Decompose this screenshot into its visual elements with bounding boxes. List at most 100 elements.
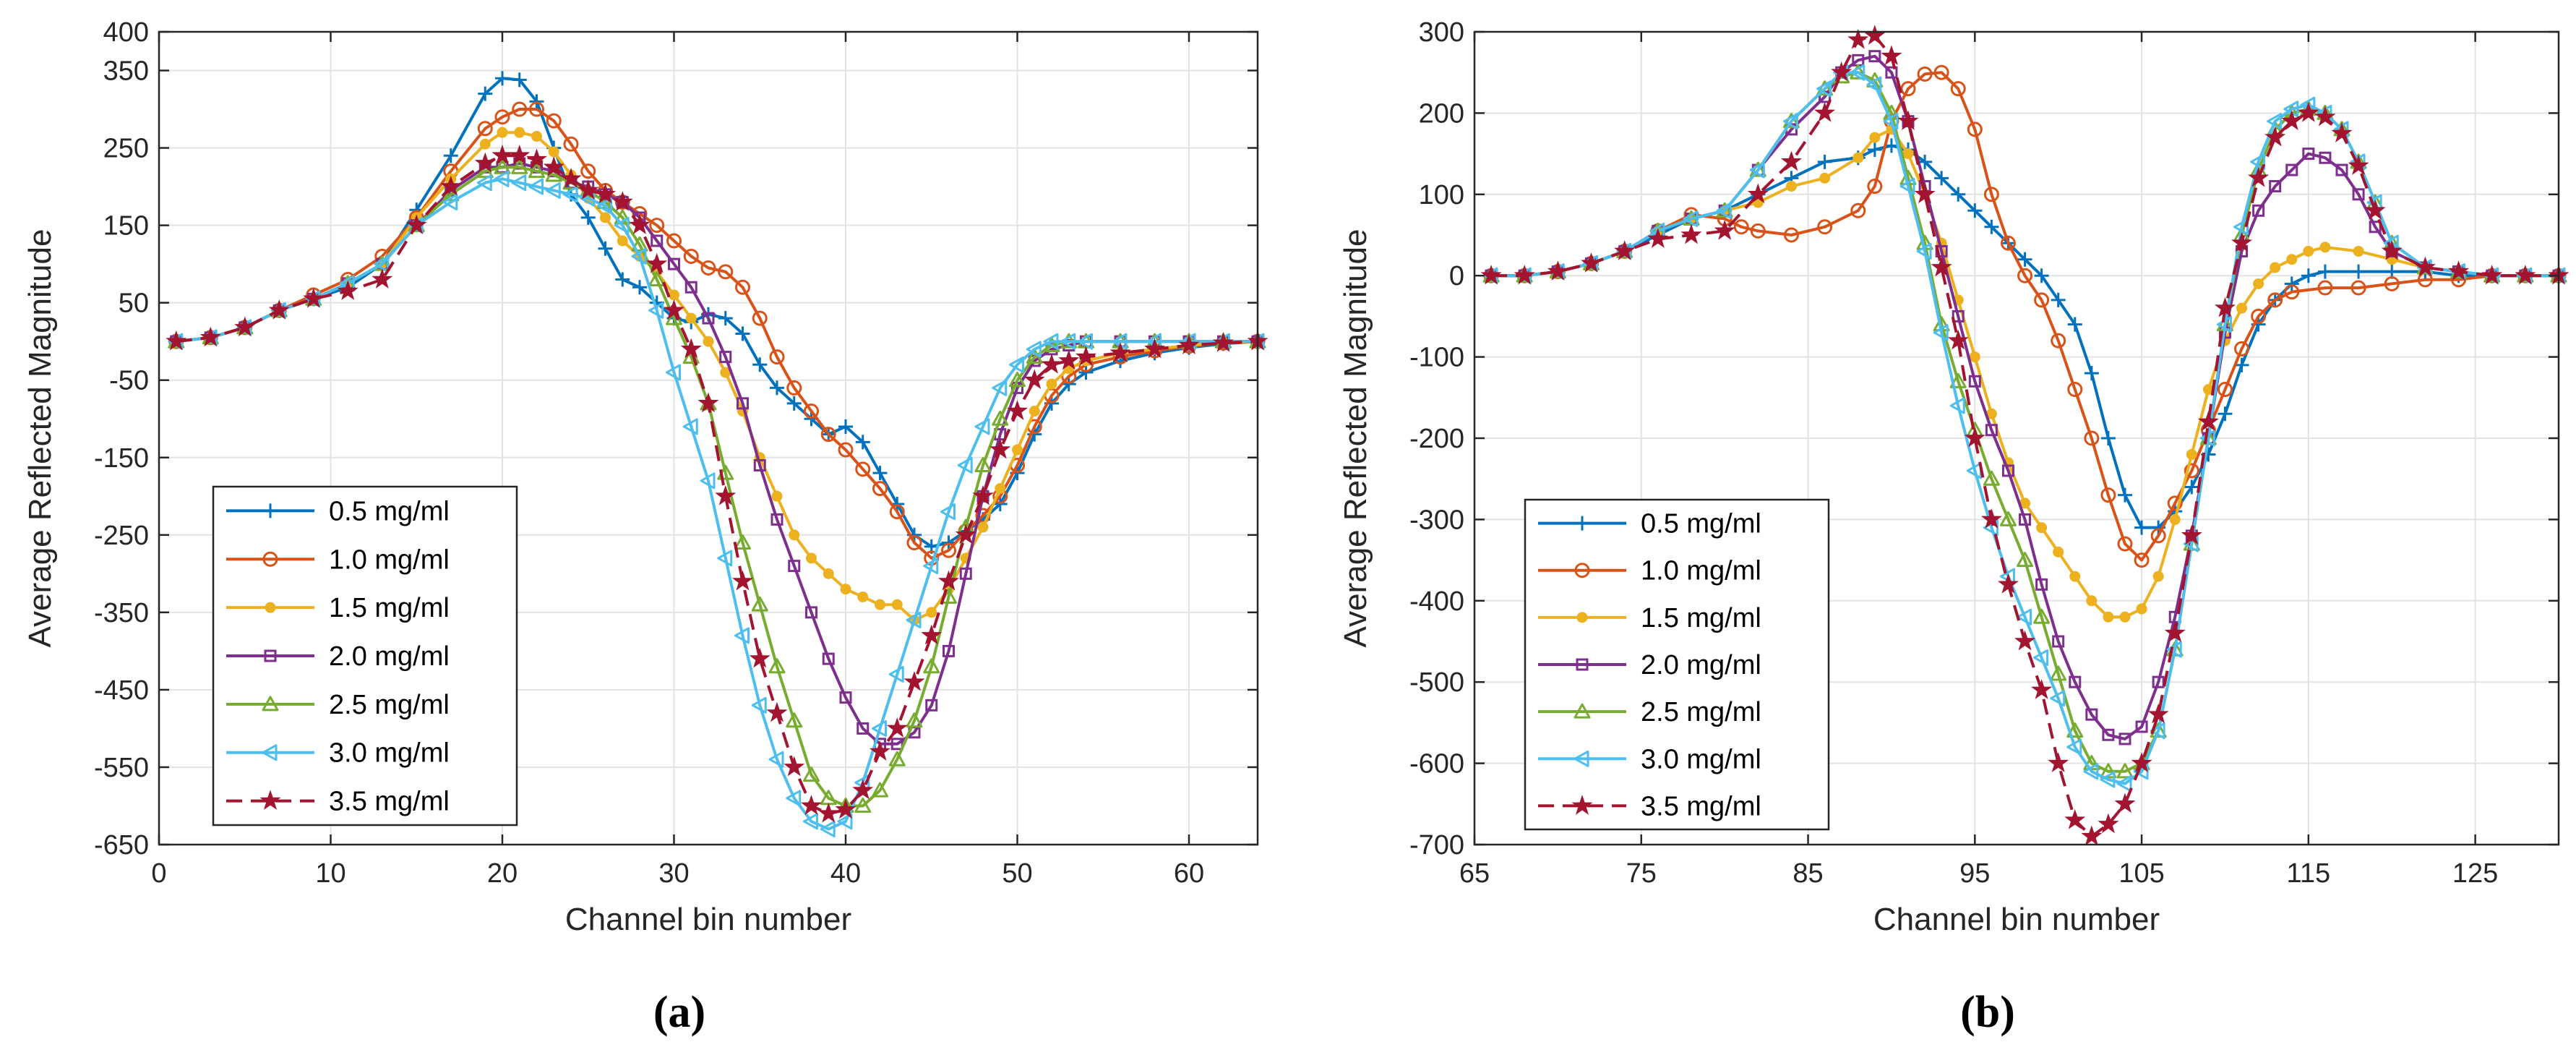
data-point <box>786 380 802 396</box>
data-point <box>2281 110 2303 131</box>
data-point <box>2352 188 2365 201</box>
data-point <box>804 403 819 419</box>
panel-label: (b) <box>1960 988 2015 1037</box>
data-point <box>1852 152 1864 163</box>
data-point <box>943 644 955 657</box>
data-point <box>563 136 579 152</box>
data-point <box>2233 218 2249 236</box>
data-point <box>2164 622 2186 643</box>
x-tick-label: 0 <box>151 858 166 889</box>
data-point <box>2050 690 2066 707</box>
y-tick-label: -250 <box>94 521 149 551</box>
data-point <box>2084 430 2100 446</box>
data-point <box>1714 220 1735 240</box>
data-point <box>731 570 754 591</box>
legend-marker <box>265 602 276 613</box>
data-point <box>749 647 770 668</box>
data-point <box>2135 720 2148 733</box>
data-point <box>1983 187 1999 202</box>
data-point <box>528 178 544 195</box>
data-point <box>735 279 750 295</box>
data-point <box>700 260 716 276</box>
data-point <box>1850 64 1866 81</box>
data-point <box>1831 61 1852 82</box>
data-point <box>822 652 835 665</box>
y-tick-label: -550 <box>94 753 149 783</box>
data-point <box>669 289 679 301</box>
legend-label: 2.5 mg/ml <box>1641 697 1761 727</box>
data-point <box>1060 333 1076 350</box>
data-point <box>2217 406 2233 422</box>
data-point <box>497 127 508 138</box>
data-point <box>1964 427 1985 448</box>
data-point <box>166 330 187 351</box>
data-point <box>525 148 548 169</box>
y-axis-label: Average Reflected Magnitude <box>22 229 58 648</box>
data-point <box>494 158 511 174</box>
y-tick-label: -400 <box>1409 586 1464 617</box>
data-point <box>442 186 460 202</box>
data-point <box>2317 264 2332 279</box>
data-point <box>531 131 542 142</box>
legend-label: 1.0 mg/ml <box>1641 556 1761 586</box>
data-point <box>1947 329 1969 350</box>
data-point <box>1881 45 1902 66</box>
data-point <box>514 127 525 138</box>
data-point <box>789 529 800 541</box>
legend-label: 0.5 mg/ml <box>1641 509 1761 539</box>
data-point <box>1867 179 1883 195</box>
data-point <box>594 183 617 204</box>
data-point <box>2150 722 2165 740</box>
data-point <box>1933 64 1949 80</box>
x-tick-label: 60 <box>1174 858 1204 889</box>
data-point <box>2152 571 2164 582</box>
data-point <box>474 152 496 173</box>
data-point <box>855 435 870 450</box>
data-point <box>1029 406 1040 417</box>
data-point <box>2364 199 2386 220</box>
legend-label: 3.0 mg/ml <box>1641 744 1761 774</box>
data-point <box>1950 81 1966 97</box>
data-point <box>529 94 544 109</box>
data-point <box>617 235 628 247</box>
data-point <box>806 552 817 564</box>
data-point <box>803 813 818 830</box>
legend-label: 1.0 mg/ml <box>329 545 450 575</box>
data-point <box>2103 611 2114 623</box>
data-point <box>1514 264 1535 285</box>
data-point <box>891 599 903 610</box>
y-tick-label: -500 <box>1409 667 1464 698</box>
data-point <box>941 535 956 550</box>
data-point <box>872 719 887 737</box>
data-point <box>2234 357 2249 372</box>
data-point <box>2166 641 2182 658</box>
data-point <box>734 534 751 550</box>
data-point <box>872 782 888 798</box>
data-point <box>2152 675 2165 688</box>
data-point <box>2234 341 2250 356</box>
data-point <box>578 179 599 200</box>
data-point <box>2100 771 2116 788</box>
data-point <box>597 197 612 215</box>
data-point <box>2150 722 2167 738</box>
data-point <box>2085 708 2098 721</box>
data-point <box>734 627 750 644</box>
x-tick-label: 115 <box>2287 858 2331 889</box>
y-tick-label: -300 <box>1409 505 1464 535</box>
data-point <box>2303 245 2314 257</box>
data-point <box>2251 308 2267 324</box>
x-tick-label: 85 <box>1793 858 1823 889</box>
data-point <box>1747 183 1769 204</box>
x-tick-label: 30 <box>658 858 689 889</box>
y-tick-label: -650 <box>94 830 149 860</box>
data-point <box>855 461 871 477</box>
data-point <box>957 456 973 474</box>
data-point <box>2116 763 2134 779</box>
data-point <box>1046 378 1057 390</box>
y-tick-label: -700 <box>1409 830 1464 860</box>
data-point <box>888 751 906 766</box>
chart-b: 65 75 85 95 105 115 125 300 200 100 0 -100 -200 -300 -… <box>1338 17 2569 1037</box>
data-point <box>703 336 714 347</box>
data-point <box>509 144 531 165</box>
data-point <box>598 241 613 256</box>
